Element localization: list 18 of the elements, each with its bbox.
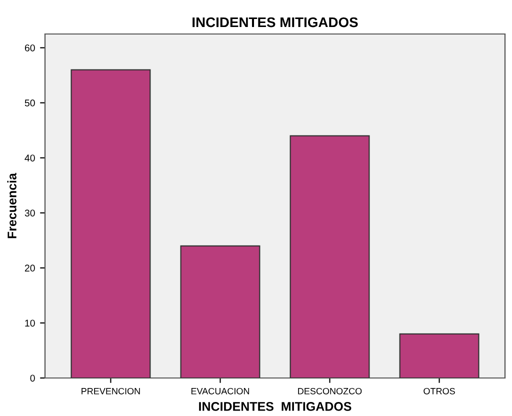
y-tick-label: 20 [24, 264, 35, 272]
x-axis-title: INCIDENTES MITIGADOS [199, 402, 352, 411]
x-tick-label: EVACUACION [191, 388, 250, 394]
y-tick-label: 10 [25, 320, 35, 327]
chart-title: INCIDENTES MITIGADOS [192, 17, 358, 28]
x-tick-label: OTROS [424, 388, 455, 394]
y-tick-label: 60 [24, 44, 35, 52]
x-tick-label: PREVENCION [82, 388, 140, 394]
x-tick-label: DESCONOZCO [298, 388, 362, 394]
bar [70, 69, 151, 378]
y-tick-label: 40 [24, 154, 35, 162]
bar [290, 135, 370, 378]
bar [180, 245, 260, 378]
y-tick-label: 30 [24, 210, 35, 216]
y-tick-label: 50 [24, 100, 35, 106]
bar [399, 333, 480, 378]
y-tick-label: 0 [30, 374, 35, 382]
y-axis-title: Frecuencia [7, 172, 16, 238]
